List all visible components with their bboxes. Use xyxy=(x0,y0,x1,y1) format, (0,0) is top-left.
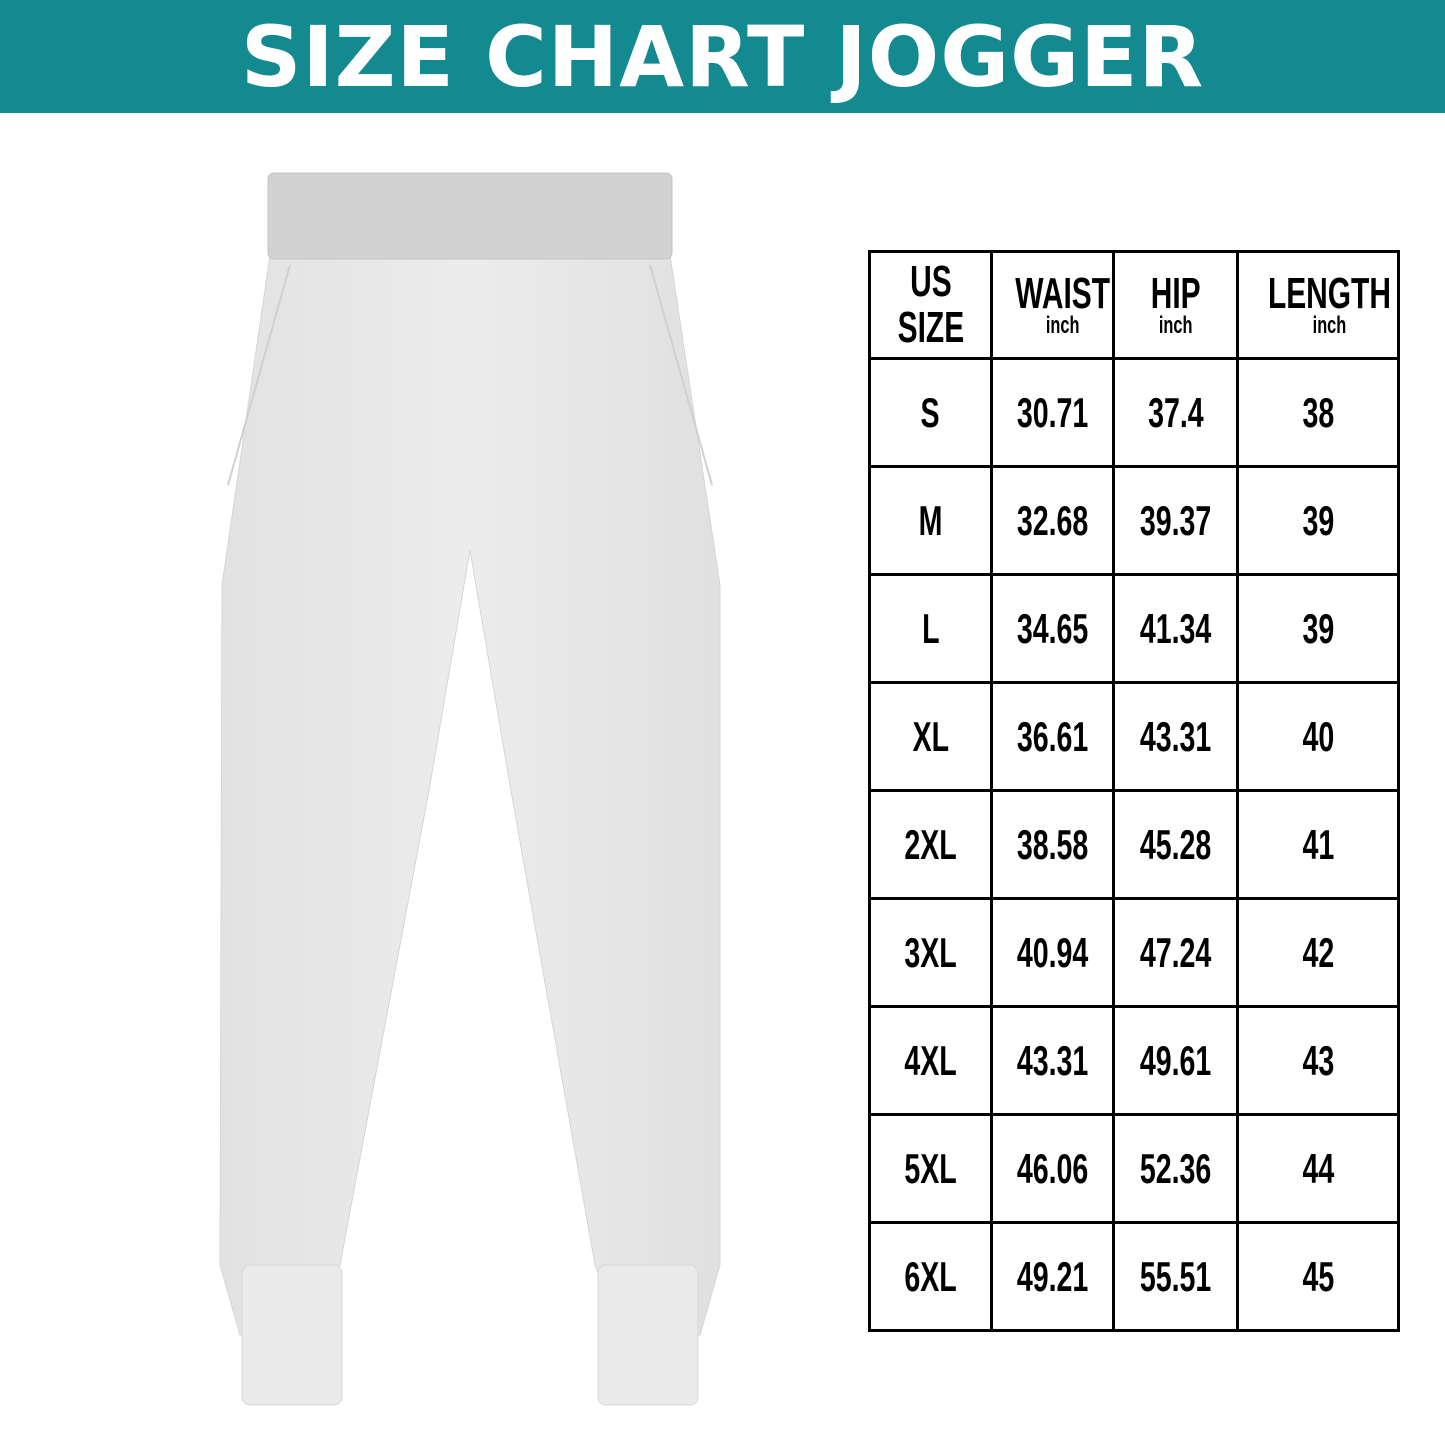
cell-value: L xyxy=(921,604,940,652)
cell-value: 43 xyxy=(1302,1036,1334,1084)
cell-size: XL xyxy=(868,681,993,792)
cell-size: 5XL xyxy=(868,1113,993,1224)
cell-value: 34.65 xyxy=(1016,604,1089,652)
header-unit: inch xyxy=(1312,312,1347,339)
cell-value: 43.31 xyxy=(1016,1036,1089,1084)
table-row: M 32.68 39.37 39 xyxy=(868,465,1400,576)
table-row: 3XL 40.94 47.24 42 xyxy=(868,897,1400,1008)
table-row: 4XL 43.31 49.61 43 xyxy=(868,1005,1400,1116)
cell-size: M xyxy=(868,465,993,576)
cell-waist: 32.68 xyxy=(990,465,1115,576)
cell-value: 45.28 xyxy=(1139,820,1212,868)
cell-value: 3XL xyxy=(904,928,957,976)
cell-value: 45 xyxy=(1302,1252,1334,1300)
cell-value: 38.58 xyxy=(1016,820,1089,868)
table-row: L 34.65 41.34 39 xyxy=(868,573,1400,684)
cell-hip: 39.37 xyxy=(1112,465,1239,576)
cell-length: 45 xyxy=(1236,1221,1400,1332)
cell-value: 30.71 xyxy=(1016,388,1089,436)
table-row: 6XL 49.21 55.51 45 xyxy=(868,1221,1400,1332)
cell-value: 55.51 xyxy=(1139,1252,1212,1300)
cell-hip: 41.34 xyxy=(1112,573,1239,684)
cell-value: 6XL xyxy=(904,1252,957,1300)
cell-value: 40 xyxy=(1302,712,1334,760)
cell-value: 4XL xyxy=(904,1036,957,1084)
header-label: US xyxy=(909,256,952,306)
header-hip: HIP inch xyxy=(1112,250,1239,360)
cell-size: L xyxy=(868,573,993,684)
cell-length: 41 xyxy=(1236,789,1400,900)
cell-hip: 49.61 xyxy=(1112,1005,1239,1116)
cell-value: 41.34 xyxy=(1139,604,1212,652)
cell-size: 4XL xyxy=(868,1005,993,1116)
cell-value: 42 xyxy=(1302,928,1334,976)
cell-value: 41 xyxy=(1302,820,1334,868)
cell-value: 39 xyxy=(1302,604,1334,652)
cell-size: 3XL xyxy=(868,897,993,1008)
cell-waist: 36.61 xyxy=(990,681,1115,792)
cell-value: 43.31 xyxy=(1139,712,1212,760)
header-length: LENGTH inch xyxy=(1236,250,1400,360)
cell-value: 5XL xyxy=(904,1144,957,1192)
cell-waist: 40.94 xyxy=(990,897,1115,1008)
cell-value: 2XL xyxy=(904,820,957,868)
cell-value: 52.36 xyxy=(1139,1144,1212,1192)
waistband xyxy=(267,172,673,260)
cell-value: 39.37 xyxy=(1139,496,1212,544)
header-label: SIZE xyxy=(897,303,964,352)
header-waist: WAIST inch xyxy=(990,250,1115,360)
cell-waist: 43.31 xyxy=(990,1005,1115,1116)
cell-value: 40.94 xyxy=(1016,928,1089,976)
cell-length: 39 xyxy=(1236,465,1400,576)
cell-hip: 43.31 xyxy=(1112,681,1239,792)
cell-length: 38 xyxy=(1236,357,1400,468)
cell-waist: 30.71 xyxy=(990,357,1115,468)
cell-length: 39 xyxy=(1236,573,1400,684)
cell-value: 39 xyxy=(1302,496,1334,544)
cell-length: 43 xyxy=(1236,1005,1400,1116)
cell-waist: 49.21 xyxy=(990,1221,1115,1332)
header-unit: inch xyxy=(1158,312,1193,339)
cell-hip: 55.51 xyxy=(1112,1221,1239,1332)
cell-waist: 38.58 xyxy=(990,789,1115,900)
cell-value: XL xyxy=(912,712,949,760)
cell-value: 47.24 xyxy=(1139,928,1212,976)
cell-size: S xyxy=(868,357,993,468)
jogger-pants-image xyxy=(219,172,721,1406)
size-table: US SIZE WAIST inch HIP inch LENGTH inch S 30.… xyxy=(868,250,1400,1332)
table-row: XL 36.61 43.31 40 xyxy=(868,681,1400,792)
cell-waist: 34.65 xyxy=(990,573,1115,684)
header-label: HIP xyxy=(1150,269,1201,318)
cell-value: 46.06 xyxy=(1016,1144,1089,1192)
cell-value: 32.68 xyxy=(1016,496,1089,544)
cell-length: 40 xyxy=(1236,681,1400,792)
header-row: US SIZE WAIST inch HIP inch LENGTH inch xyxy=(868,250,1400,360)
table-row: S 30.71 37.4 38 xyxy=(868,357,1400,468)
table-row: 2XL 38.58 45.28 41 xyxy=(868,789,1400,900)
cell-hip: 47.24 xyxy=(1112,897,1239,1008)
cell-length: 44 xyxy=(1236,1113,1400,1224)
cell-value: 37.4 xyxy=(1147,388,1204,436)
cell-value: M xyxy=(918,496,943,544)
cell-value: 36.61 xyxy=(1016,712,1089,760)
cell-waist: 46.06 xyxy=(990,1113,1115,1224)
cell-hip: 52.36 xyxy=(1112,1113,1239,1224)
cell-value: 49.61 xyxy=(1139,1036,1212,1084)
cell-hip: 45.28 xyxy=(1112,789,1239,900)
cell-size: 6XL xyxy=(868,1221,993,1332)
header-us-size: US SIZE xyxy=(868,250,993,360)
cell-value: S xyxy=(920,388,941,436)
title-banner: SIZE CHART JOGGER xyxy=(0,0,1445,113)
header-label: LENGTH xyxy=(1267,269,1391,318)
cell-size: 2XL xyxy=(868,789,993,900)
cell-value: 49.21 xyxy=(1016,1252,1089,1300)
cell-value: 38 xyxy=(1302,388,1334,436)
cell-hip: 37.4 xyxy=(1112,357,1239,468)
header-label: WAIST xyxy=(1015,269,1111,318)
table-row: 5XL 46.06 52.36 44 xyxy=(868,1113,1400,1224)
cell-value: 44 xyxy=(1302,1144,1334,1192)
cell-length: 42 xyxy=(1236,897,1400,1008)
page-title: SIZE CHART JOGGER xyxy=(240,7,1205,106)
header-unit: inch xyxy=(1045,312,1080,339)
